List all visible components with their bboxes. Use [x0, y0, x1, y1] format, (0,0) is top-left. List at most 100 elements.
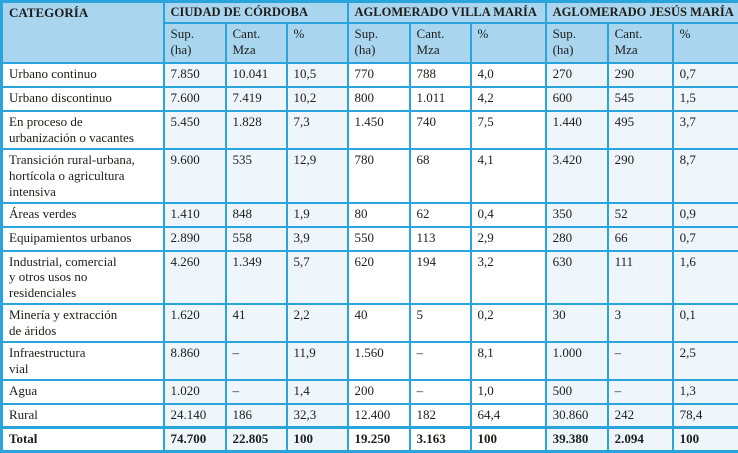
data-cell: 740 [410, 111, 471, 149]
data-cell: 630 [546, 251, 608, 305]
group-header-villa-maria: AGLOMERADO VILLA MARÍA [348, 2, 546, 24]
data-cell: 68 [410, 149, 471, 203]
data-cell: 5,7 [287, 251, 348, 305]
row-category: Minería y extracción de áridos [2, 304, 164, 342]
data-cell: 500 [546, 380, 608, 404]
row-category: Total [2, 428, 164, 452]
data-cell: 19.250 [348, 428, 410, 452]
data-cell: 1.410 [164, 203, 226, 227]
data-cell: 0,1 [673, 304, 738, 342]
data-cell: 7.419 [226, 87, 287, 111]
data-cell: 186 [226, 404, 287, 428]
data-cell: 2,2 [287, 304, 348, 342]
group-header-cordoba: CIUDAD DE CÓRDOBA [164, 2, 348, 24]
data-cell: 1.440 [546, 111, 608, 149]
subcol-cant-mza: Cant. Mza [608, 23, 673, 63]
data-cell: 10,2 [287, 87, 348, 111]
data-cell: 1.349 [226, 251, 287, 305]
data-cell: 1.450 [348, 111, 410, 149]
data-cell: 111 [608, 251, 673, 305]
data-cell: 40 [348, 304, 410, 342]
data-cell: 10,5 [287, 63, 348, 87]
data-cell: 1.020 [164, 380, 226, 404]
data-cell: 558 [226, 227, 287, 251]
subcol-percent: % [673, 23, 738, 63]
row-category: En proceso de urbanización o vacantes [2, 111, 164, 149]
data-cell: – [608, 380, 673, 404]
data-cell: 5 [410, 304, 471, 342]
data-cell: 495 [608, 111, 673, 149]
row-category: Equipamientos urbanos [2, 227, 164, 251]
data-cell: 788 [410, 63, 471, 87]
data-cell: 280 [546, 227, 608, 251]
subcol-sup-ha: Sup. (ha) [546, 23, 608, 63]
data-cell: 100 [471, 428, 546, 452]
table-header: CATEGORÍA CIUDAD DE CÓRDOBA AGLOMERADO V… [2, 2, 738, 64]
data-cell: 0,7 [673, 227, 738, 251]
row-category: Agua [2, 380, 164, 404]
row-category: Rural [2, 404, 164, 428]
data-cell: 1,6 [673, 251, 738, 305]
data-cell: 2.890 [164, 227, 226, 251]
data-cell: 1.620 [164, 304, 226, 342]
data-cell: 4,0 [471, 63, 546, 87]
subcol-sup-ha: Sup. (ha) [164, 23, 226, 63]
data-cell: 9.600 [164, 149, 226, 203]
data-cell: 3,9 [287, 227, 348, 251]
data-cell: 3,2 [471, 251, 546, 305]
table-row: Transición rural-urbana, hortícola o agr… [2, 149, 738, 203]
data-cell: 800 [348, 87, 410, 111]
row-category: Transición rural-urbana, hortícola o agr… [2, 149, 164, 203]
row-category: Industrial, comercial y otros usos no re… [2, 251, 164, 305]
data-cell: 1,5 [673, 87, 738, 111]
category-column-header: CATEGORÍA [2, 2, 164, 64]
data-cell: 8.860 [164, 342, 226, 380]
data-cell: 2.094 [608, 428, 673, 452]
subcol-cant-mza: Cant. Mza [226, 23, 287, 63]
data-cell: 100 [673, 428, 738, 452]
data-cell: 0,2 [471, 304, 546, 342]
data-cell: 600 [546, 87, 608, 111]
data-cell: 11,9 [287, 342, 348, 380]
data-cell: 1.011 [410, 87, 471, 111]
data-cell: 770 [348, 63, 410, 87]
data-cell: 52 [608, 203, 673, 227]
data-cell: 64,4 [471, 404, 546, 428]
data-cell: 0,7 [673, 63, 738, 87]
data-cell: 113 [410, 227, 471, 251]
data-cell: 12.400 [348, 404, 410, 428]
data-cell: 1,9 [287, 203, 348, 227]
data-cell: 24.140 [164, 404, 226, 428]
data-cell: 1,3 [673, 380, 738, 404]
data-cell: 41 [226, 304, 287, 342]
data-cell: 30.860 [546, 404, 608, 428]
data-cell: 780 [348, 149, 410, 203]
subcol-cant-mza: Cant. Mza [410, 23, 471, 63]
data-cell: 3,7 [673, 111, 738, 149]
data-cell: 10.041 [226, 63, 287, 87]
data-cell: 550 [348, 227, 410, 251]
data-cell: 80 [348, 203, 410, 227]
data-cell: 1.000 [546, 342, 608, 380]
data-cell: 8,7 [673, 149, 738, 203]
data-cell: 39.380 [546, 428, 608, 452]
data-cell: 350 [546, 203, 608, 227]
data-cell: 242 [608, 404, 673, 428]
data-cell: 74.700 [164, 428, 226, 452]
data-cell: 3.420 [546, 149, 608, 203]
data-cell: 32,3 [287, 404, 348, 428]
data-cell: 1.560 [348, 342, 410, 380]
data-cell: 200 [348, 380, 410, 404]
data-cell: 270 [546, 63, 608, 87]
data-cell: 0,4 [471, 203, 546, 227]
